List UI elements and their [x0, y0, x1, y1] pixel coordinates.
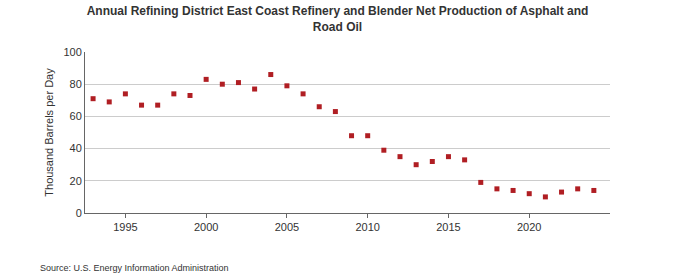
svg-text:20: 20: [70, 175, 82, 187]
svg-text:2015: 2015: [436, 221, 460, 233]
svg-text:1995: 1995: [113, 221, 137, 233]
svg-text:0: 0: [76, 207, 82, 219]
svg-text:40: 40: [70, 142, 82, 154]
svg-text:Annual Refining District East: Annual Refining District East Coast Refi…: [87, 4, 589, 34]
svg-text:2000: 2000: [194, 221, 218, 233]
svg-text:Thousand Barrels per Day: Thousand Barrels per Day: [43, 68, 55, 197]
svg-text:Source: U.S. Energy Informatio: Source: U.S. Energy Information Administ…: [40, 263, 229, 273]
svg-text:100: 100: [63, 46, 81, 58]
svg-text:2020: 2020: [517, 221, 541, 233]
svg-text:2005: 2005: [275, 221, 299, 233]
svg-text:60: 60: [70, 110, 82, 122]
svg-text:80: 80: [70, 78, 82, 90]
svg-text:2010: 2010: [355, 221, 379, 233]
